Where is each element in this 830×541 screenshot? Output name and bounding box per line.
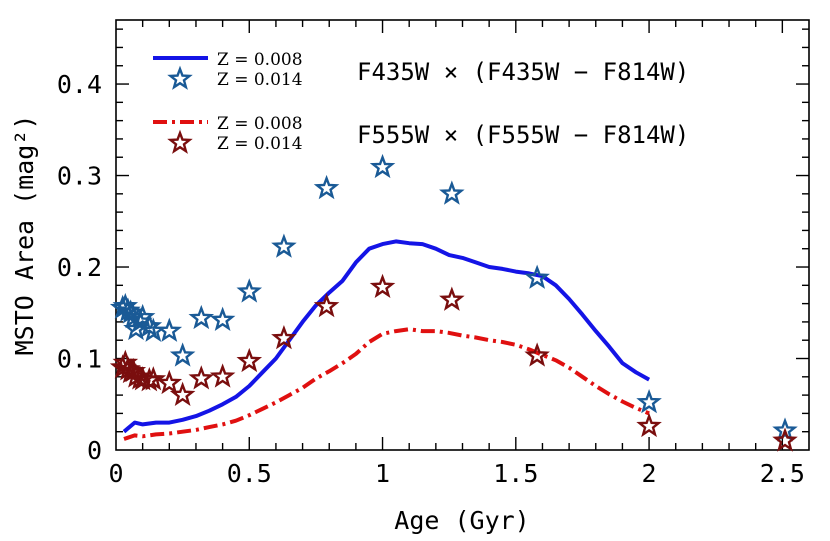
star-point [209,363,236,388]
star-point [169,381,196,406]
star-point [236,278,263,303]
x-tick-label: 2 [642,459,657,488]
legend-label: Z = 0.008 [217,114,303,134]
star-point [117,299,144,324]
star-point [369,273,396,299]
y-axis-label: MSTO Area (mag²) [10,115,39,356]
y-tick-label: 0.4 [57,70,102,99]
star-point [136,313,163,338]
star-point [209,306,236,331]
series-line-2 [123,327,650,441]
x-tick-label: 2.5 [760,459,805,488]
x-tick-labels: 0 0.5 1 1.5 2 2.5 [108,459,804,488]
star-point [156,369,183,395]
legend-label: Z = 0.014 [217,134,303,154]
x-axis-label: Age (Gyr) [394,506,529,535]
series-stars-2 [109,273,798,452]
series-line [123,327,650,441]
filter-combination-label: F435W × (F435W − F814W) [357,58,689,86]
y-tick-labels: 0 0.1 0.2 0.3 0.4 [57,70,102,465]
star-point [439,180,465,205]
star-point [636,412,662,438]
x-tick-label: 0 [108,459,123,488]
star-point [236,347,263,373]
star-point [169,342,196,367]
y-tick-label: 0.3 [57,162,102,191]
series-line [122,239,651,434]
series-line-1 [122,239,651,434]
star-point [156,317,183,342]
star-point [772,417,798,442]
legend-star-sample [167,129,193,154]
star-point [313,292,340,318]
y-tick-label: 0.2 [57,253,102,282]
series-stars-1 [109,153,798,442]
star-point [369,153,396,179]
legend-label: Z = 0.014 [217,70,303,90]
star-point [524,342,550,367]
star-point [188,304,215,330]
star-point [313,174,340,200]
star-point [271,324,297,350]
legend-label: Z = 0.008 [217,50,303,70]
star-point [188,365,215,390]
star-point [636,389,662,414]
star-point [140,366,167,391]
y-tick-label: 0.1 [57,345,102,374]
series-layer [109,153,798,452]
star-point [439,286,465,311]
x-tick-label: 0.5 [227,459,272,488]
x-tick-label: 1.5 [493,459,538,488]
star-point [271,233,297,258]
annotations: F435W × (F435W − F814W) F555W × (F555W − … [357,58,689,149]
legend-star-sample [167,65,193,90]
star-point [129,303,156,329]
x-tick-label: 1 [375,459,390,488]
star-point [772,427,798,452]
star-point [524,264,550,289]
y-tick-label: 0 [87,436,102,465]
filter-combination-label: F555W × (F555W − F814W) [357,121,689,149]
